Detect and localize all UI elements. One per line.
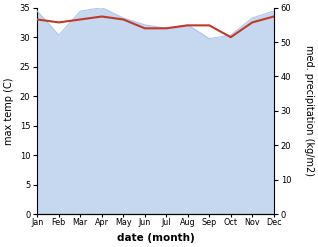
X-axis label: date (month): date (month) <box>117 233 194 243</box>
Y-axis label: max temp (C): max temp (C) <box>4 77 14 145</box>
Y-axis label: med. precipitation (kg/m2): med. precipitation (kg/m2) <box>304 45 314 176</box>
